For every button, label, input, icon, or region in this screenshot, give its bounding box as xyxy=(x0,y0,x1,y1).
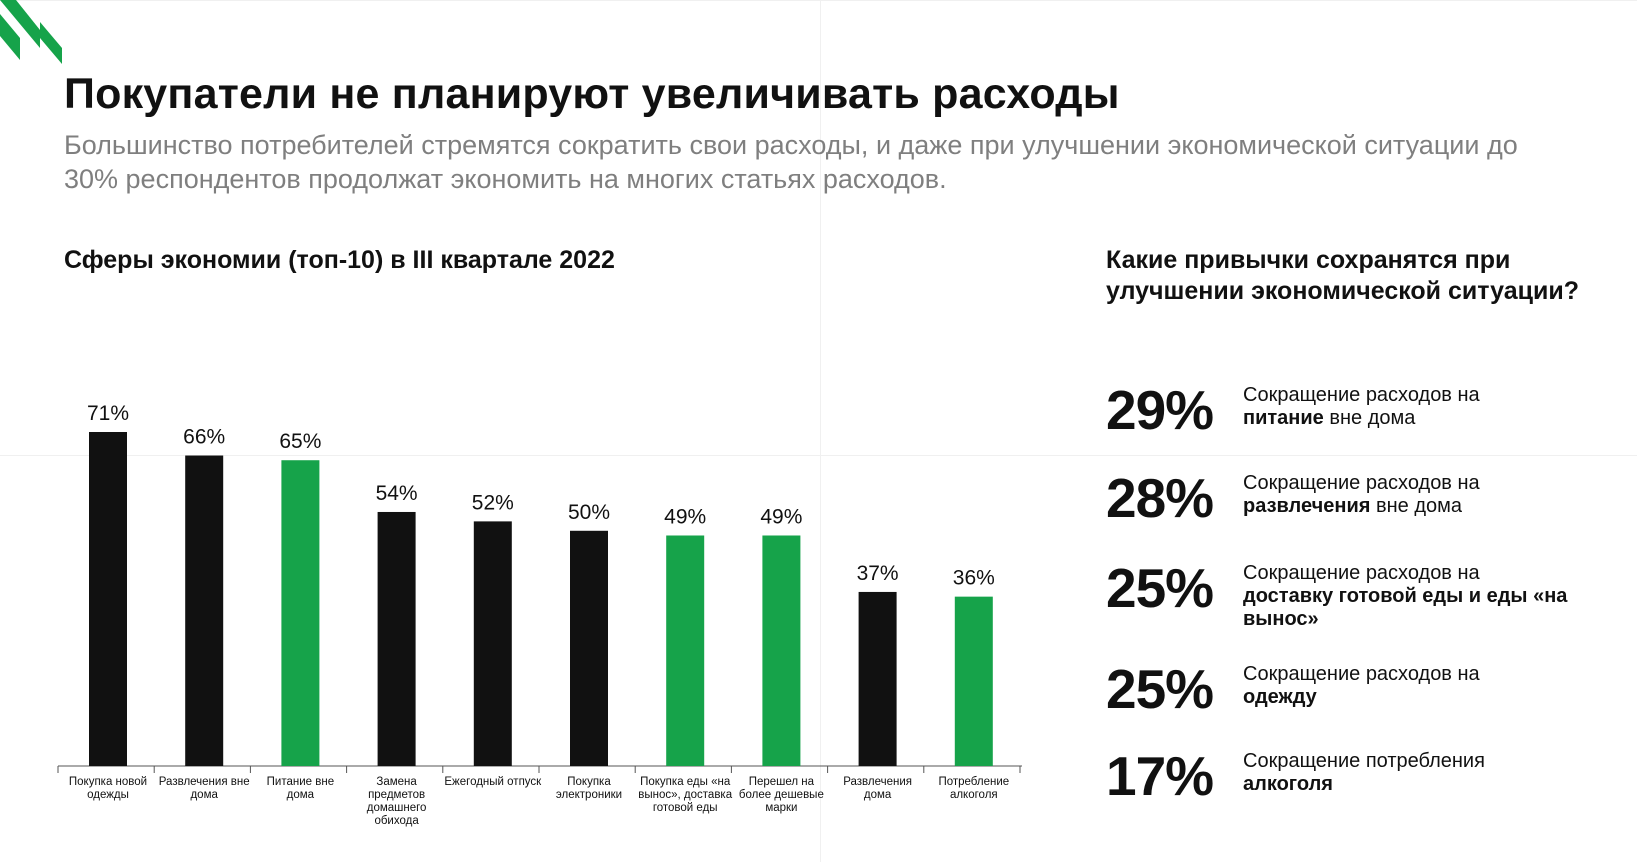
bar-value-label: 37% xyxy=(857,562,899,585)
x-tick-label: Покупка новой одежды xyxy=(68,776,148,801)
background-line xyxy=(0,0,1637,1)
x-tick-label: Замена предметов домашнего обихода xyxy=(366,776,427,827)
page-title: Покупатели не планируют увеличивать расх… xyxy=(64,70,1120,118)
x-tick-label: Развлечения дома xyxy=(843,776,912,801)
habit-percent: 25% xyxy=(1106,557,1214,619)
chart-bar xyxy=(858,591,897,766)
chart-bar xyxy=(666,535,705,766)
habit-percent: 25% xyxy=(1106,658,1214,720)
chart-bar xyxy=(762,535,801,766)
habit-description: Сокращение расходов на питание вне дома xyxy=(1243,384,1573,430)
x-tick-label: Перешел на более дешевые марки xyxy=(738,776,824,814)
habit-suffix: вне дома xyxy=(1370,495,1462,517)
chart-title: Сферы экономии (топ-10) в III квартале 2… xyxy=(64,246,615,274)
habit-emphasis: доставку готовой еды и еды «на вынос» xyxy=(1243,585,1568,630)
bar-value-label: 66% xyxy=(183,426,225,449)
page-subtitle: Большинство потребителей стремятся сокра… xyxy=(64,130,1518,194)
habit-prefix: Сокращение потребления xyxy=(1243,750,1485,772)
habit-item: 28% Сокращение расходов на развлечения вне… xyxy=(1106,466,1626,546)
x-tick-label: Покупка еды «на вынос», доставка готовой… xyxy=(638,776,733,814)
bar-value-label: 52% xyxy=(472,491,514,514)
chart-bar xyxy=(473,521,512,766)
x-tick-label: Питание вне дома xyxy=(266,776,335,801)
habit-emphasis: развлечения xyxy=(1243,495,1371,517)
habit-item: 25% Сокращение расходов на одежду xyxy=(1106,657,1626,737)
bar-value-label: 54% xyxy=(376,482,418,505)
habit-prefix: Сокращение расходов на xyxy=(1243,562,1480,584)
bar-value-label: 65% xyxy=(279,430,321,453)
background-line xyxy=(820,0,821,862)
habit-prefix: Сокращение расходов на xyxy=(1243,663,1480,685)
habit-emphasis: питание xyxy=(1243,407,1324,429)
habit-description: Сокращение потребления алкоголя xyxy=(1243,750,1573,796)
x-tick-label: Покупка электроники xyxy=(555,776,623,801)
chart-bar xyxy=(570,530,608,766)
habit-description: Сокращение расходов на развлечения вне до… xyxy=(1243,472,1573,518)
habits-title: Какие привычки сохранятся при улучшении … xyxy=(1106,246,1579,305)
x-tick-label: Ежегодный отпуск xyxy=(444,776,542,788)
bar-value-label: 49% xyxy=(664,505,706,528)
habit-item: 25% Сокращение расходов на доставку готово… xyxy=(1106,556,1626,636)
chart-bar xyxy=(185,455,224,766)
x-tick-label: Развлечения вне дома xyxy=(158,776,250,801)
habit-description: Сокращение расходов на одежду xyxy=(1243,663,1573,709)
habit-item: 17% Сокращение потребления алкоголя xyxy=(1106,744,1626,824)
bar-value-label: 36% xyxy=(953,567,995,590)
habit-description: Сокращение расходов на доставку готовой е… xyxy=(1243,562,1573,631)
habit-suffix: вне дома xyxy=(1323,407,1416,429)
bar-chart: 71% 66% 65% 54% 52% 50% 49% 49% 37% 36% xyxy=(57,402,1022,773)
habit-prefix: Сокращение расходов на xyxy=(1243,472,1480,494)
brand-logo xyxy=(0,0,62,64)
chart-bar xyxy=(281,460,320,766)
habit-percent: 29% xyxy=(1106,379,1214,441)
habit-percent: 17% xyxy=(1106,745,1214,807)
chart-bar xyxy=(377,511,416,766)
bar-value-label: 71% xyxy=(87,402,129,425)
bar-value-label: 49% xyxy=(760,505,802,528)
habit-item: 29% Сокращение расходов на питание вне дом… xyxy=(1106,378,1626,458)
x-axis-labels: Покупка новой одежды Развлечения вне дома… xyxy=(0,776,1030,846)
habit-emphasis: одежду xyxy=(1243,686,1317,708)
chart-bar xyxy=(89,432,127,766)
background-line xyxy=(0,455,1637,456)
chart-bar xyxy=(954,596,993,766)
habit-percent: 28% xyxy=(1106,467,1214,529)
habit-prefix: Сокращение расходов на xyxy=(1243,384,1480,406)
habit-emphasis: алкоголя xyxy=(1243,773,1333,795)
x-tick-label: Потребление алкоголя xyxy=(938,776,1010,801)
bar-value-label: 50% xyxy=(568,501,610,524)
